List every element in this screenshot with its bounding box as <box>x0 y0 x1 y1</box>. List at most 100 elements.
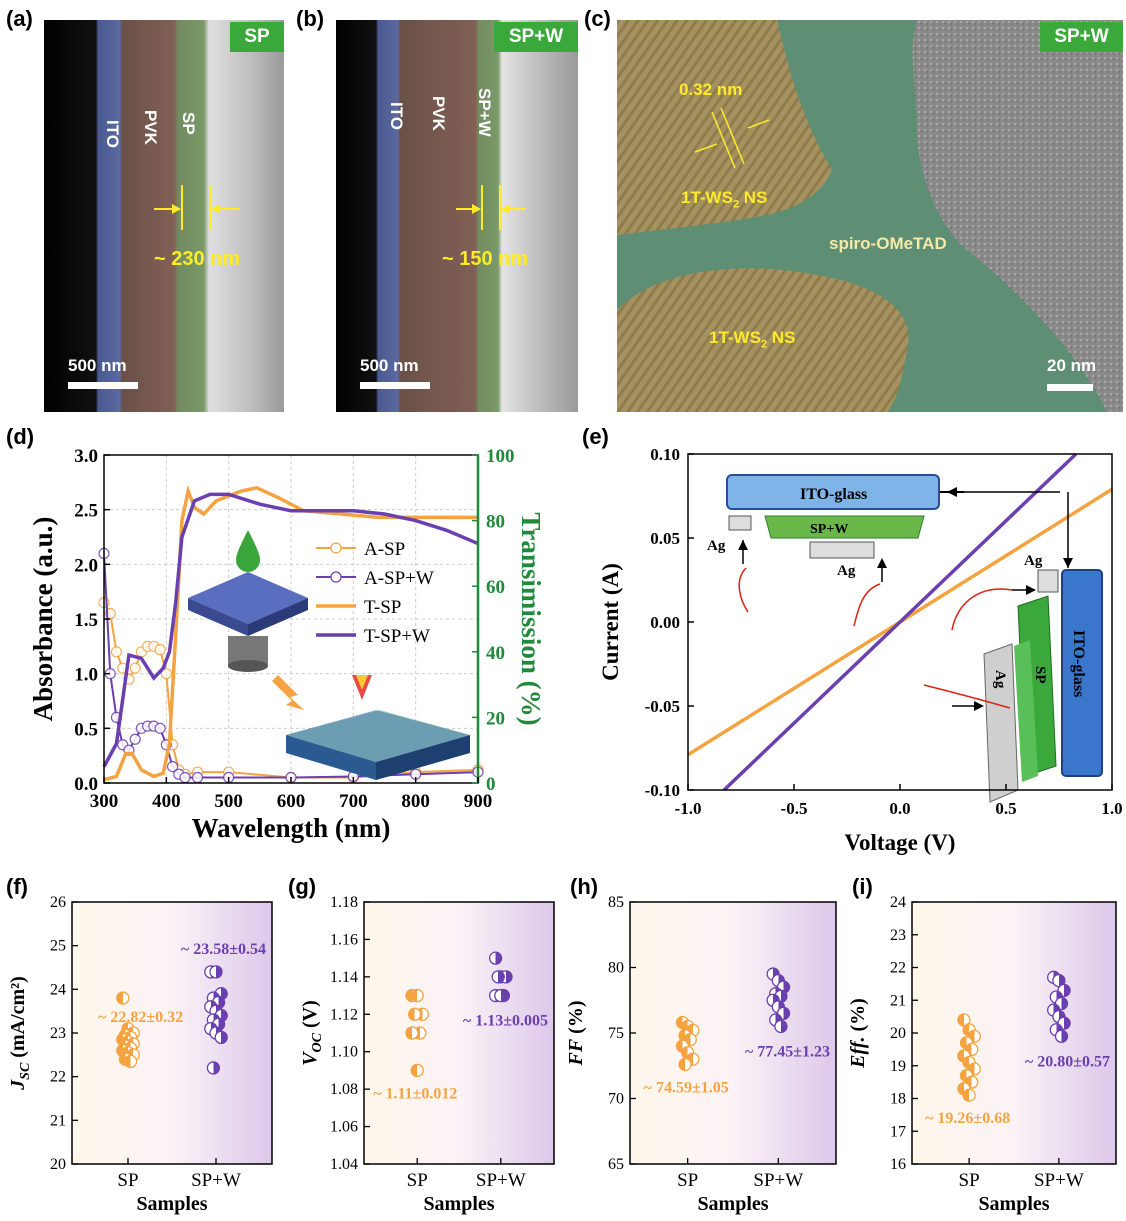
y2-tick-label: 100 <box>486 446 515 467</box>
series-line-t-sp+w <box>102 492 479 768</box>
y-tick-label: 20 <box>890 1025 906 1042</box>
x-tick-label: 600 <box>277 791 306 812</box>
data-point-a-sp+w <box>191 771 204 784</box>
inset-label-ag-1: Ag <box>707 538 726 554</box>
y-tick-label: 1.10 <box>330 1044 358 1061</box>
data-point-sp <box>678 1057 692 1072</box>
scale-label-b: 500 nm <box>360 356 419 375</box>
data-point-a-sp+w <box>179 771 191 784</box>
y-tick-label: 24 <box>890 894 906 911</box>
x-axis-title: Samples <box>978 1193 1049 1215</box>
legend-label: A-SP+W <box>364 568 434 589</box>
sem-image-sp: ITO PVK SP ~ 230 nm 500 nm <box>44 20 284 412</box>
scale-bar-a <box>68 382 138 389</box>
panel-label-h: (h) <box>570 874 599 899</box>
scale-label-a: 500 nm <box>68 356 127 375</box>
series-group-d <box>98 484 484 784</box>
thickness-arrows-a <box>154 185 240 230</box>
matrix-label: spiro-OMeTAD <box>829 234 947 253</box>
annotation-mean-sp: ~ 22.82±0.32 <box>98 1009 183 1026</box>
y-tick-label: 70 <box>608 1091 624 1108</box>
x-tick-label: SP+W <box>1034 1170 1084 1191</box>
data-point-a-sp <box>160 668 172 680</box>
x-axis-title: Samples <box>136 1193 207 1215</box>
y-axis-title: Current (A) <box>598 563 623 681</box>
x-tick-label: SP+W <box>191 1170 241 1191</box>
sem-image-spw: ITO PVK SP+W ~ 150 nm 500 nm <box>336 20 578 412</box>
panel-label-c: (c) <box>584 6 611 31</box>
y-tick-label: 1.5 <box>74 610 98 631</box>
x-tick-label: 0.5 <box>995 799 1016 818</box>
y-tick-label: 22 <box>890 960 906 977</box>
data-point-sp <box>410 988 424 1003</box>
annotation-mean-sp: ~ 74.59±1.05 <box>644 1079 729 1096</box>
y-tick-label: 3.0 <box>74 446 98 467</box>
data-point-sp <box>405 1026 419 1040</box>
annotation-mean-sp: ~ 1.11±0.012 <box>373 1085 457 1102</box>
y-tick-label: 26 <box>50 894 66 911</box>
data-point-spww <box>206 1061 221 1075</box>
data-point-a-sp <box>154 644 166 656</box>
y2-tick-label: 40 <box>486 643 505 664</box>
y-tick-label: 22 <box>50 1069 66 1086</box>
data-point-a-sp <box>110 646 123 658</box>
plot-frame <box>363 901 555 1165</box>
y2-tick-label: 60 <box>486 577 505 598</box>
tem-image: 0.32 nm 1T-WS2 NS 1T-WS2 NS spiro-OMeTAD… <box>617 20 1123 412</box>
legend-marker <box>330 542 342 554</box>
y-axis-title: JSC (mA/cm²) <box>7 976 33 1091</box>
plot-frame <box>71 901 273 1165</box>
inset-label-spw: SP+W <box>810 522 848 537</box>
scale-label-c: 20 nm <box>1047 356 1097 375</box>
x-tick-label: -0.5 <box>781 799 808 818</box>
x-tick-label: 400 <box>152 791 181 812</box>
thickness-arrows-b <box>456 185 526 230</box>
data-point-spww <box>488 951 503 965</box>
legend-d: A-SP A-SP+W T-SP T-SP+W <box>316 539 434 647</box>
x-tick-label: 1.0 <box>1101 799 1122 818</box>
y-tick-label: 1.18 <box>330 894 358 911</box>
data-point-spww <box>209 965 223 979</box>
data-point-spww <box>494 988 508 1003</box>
y-tick-label: 0.05 <box>650 529 680 548</box>
scale-bar-b <box>360 382 430 389</box>
inset-label-ag-4: Ag <box>992 670 1008 689</box>
x-tick-label: SP+W <box>476 1170 526 1191</box>
axes-d: 300 400 500 600 700 800 9000.00.51.01.52.02.53… <box>28 446 546 843</box>
x-axis-title: Samples <box>423 1193 494 1215</box>
y-tick-label: -0.05 <box>645 697 680 716</box>
annotation-mean-spww: ~ 23.58±0.54 <box>181 941 266 958</box>
annotation-mean-sp: ~ 19.26±0.68 <box>925 1110 1010 1127</box>
y-tick-label: 0.0 <box>74 774 98 795</box>
panel-label-g: (g) <box>288 874 317 899</box>
x-tick-label: SP+W <box>753 1170 803 1191</box>
y-tick-label: 1.12 <box>330 1006 358 1023</box>
data-point-a-sp+w <box>166 761 179 773</box>
y-tick-label: 65 <box>608 1156 624 1173</box>
inset-label-ito-glass-side: ITO-glass <box>1070 630 1087 697</box>
data-point-spww <box>491 970 505 984</box>
y-tick-label: 21 <box>890 992 906 1009</box>
y-tick-label: 80 <box>608 960 624 977</box>
data-point-sp <box>410 1063 424 1078</box>
x-tick-label: 900 <box>464 791 493 812</box>
y-tick-label: 1.14 <box>330 969 358 986</box>
data-point-sp <box>962 1088 976 1102</box>
y-tick-label: 2.5 <box>74 501 98 522</box>
y-tick-label: 1.08 <box>330 1081 358 1098</box>
annotation-mean-spww: ~ 77.45±1.23 <box>745 1043 830 1060</box>
data-point-a-sp+w <box>154 722 166 734</box>
x-tick-label: 500 <box>214 791 243 812</box>
panel-label-e: (e) <box>582 424 609 449</box>
y-axis-title: Absorbance (a.u.) <box>28 517 58 722</box>
x-tick-label: -1.0 <box>675 799 702 818</box>
legend-label: T-SP+W <box>364 626 430 647</box>
chart-g: 1.04 1.06 1.08 1.10 1.12 1.14 1.16 1.18 SP SP+WSa… <box>299 894 555 1215</box>
x-tick-label: SP <box>959 1170 980 1191</box>
x-axis-title: Wavelength (nm) <box>192 813 391 843</box>
x-tick-label: SP <box>407 1170 428 1191</box>
legend-marker <box>330 571 342 583</box>
inset-device-schematic: ITO-glass SP+W Ag Ag ITO-glass Ag SP Ag <box>707 474 1103 803</box>
data-point-sp <box>407 1007 422 1021</box>
